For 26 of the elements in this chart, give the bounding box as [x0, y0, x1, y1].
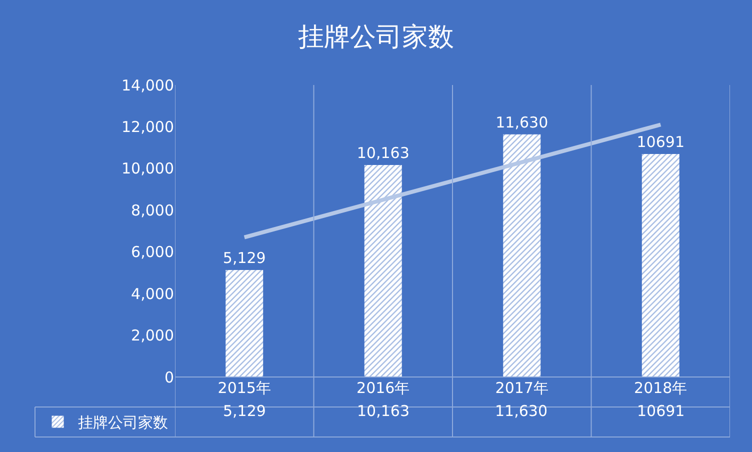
data-label: 5,129: [223, 402, 266, 420]
text: 10,163: [356, 144, 410, 162]
bar: [364, 165, 402, 377]
y-tick-label: 0: [164, 368, 174, 386]
text: 10691: [636, 133, 684, 152]
y-tick-label: 12,000: [122, 118, 174, 136]
y-tick-label: 10,000: [122, 160, 174, 178]
text: 挂牌公司家数: [78, 414, 168, 432]
y-tick-label: 4,000: [131, 284, 174, 303]
text: 5,129: [222, 249, 266, 268]
data-label: 11,630: [495, 402, 548, 420]
y-tick-label: 6,000: [131, 243, 174, 262]
x-tick-label: 2017年: [495, 379, 548, 397]
y-tick-label: 14,000: [122, 76, 174, 94]
x-tick-label: 2018年: [634, 379, 688, 397]
data-label: 10,163: [357, 402, 410, 420]
chart-title: 挂牌公司家数: [298, 22, 454, 52]
x-tick-label: 2016年: [356, 379, 410, 397]
text: 11,630: [496, 113, 548, 132]
bar: [642, 154, 680, 377]
y-tick-label: 8,000: [131, 201, 174, 220]
bar: [503, 134, 541, 377]
y-tick-label: 2,000: [131, 326, 174, 345]
data-label: 10691: [637, 402, 685, 420]
x-tick-label: 2015年: [218, 379, 271, 397]
bar: [226, 270, 264, 377]
